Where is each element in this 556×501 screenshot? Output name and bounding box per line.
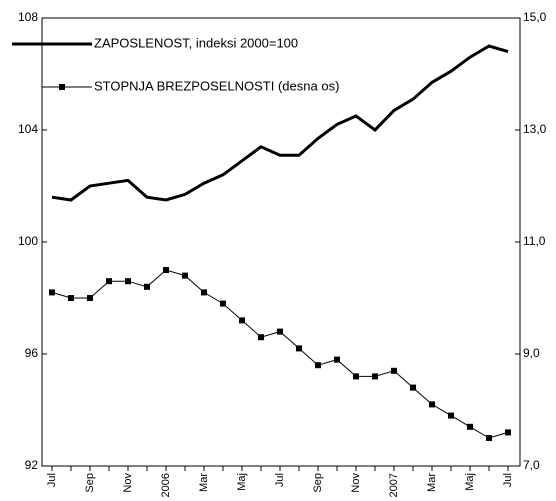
marker (49, 289, 55, 296)
x-tick-label: Jul (502, 473, 514, 487)
legend-label: STOPNJA BREZPOSELNOSTI (desna os) (94, 78, 339, 93)
marker (429, 401, 435, 408)
marker (448, 412, 454, 419)
x-tick-label: Nov (350, 473, 362, 493)
series-line (51, 44, 509, 202)
marker (68, 295, 74, 301)
marker (87, 295, 93, 301)
marker (182, 272, 188, 279)
marker (220, 300, 226, 307)
marker (315, 362, 321, 369)
marker (391, 367, 397, 374)
marker (467, 423, 473, 430)
marker (334, 356, 340, 363)
marker (372, 373, 378, 380)
marker (239, 317, 245, 324)
marker (505, 429, 511, 436)
marker (201, 289, 207, 296)
x-tick-label: Mar (198, 473, 210, 492)
x-tick-label: 2007 (388, 473, 400, 497)
x-tick-label: Maj (464, 473, 476, 491)
y-tick-label: 104 (18, 122, 38, 136)
legend-label: ZAPOSLENOST, indeksi 2000=100 (94, 35, 298, 50)
y-tick-label: 96 (25, 346, 39, 360)
marker (277, 328, 283, 335)
x-tick-label: Jul (274, 473, 286, 487)
y2-tick-label: 11,0 (523, 234, 546, 248)
y-tick-label: 108 (18, 10, 38, 24)
marker (106, 278, 112, 285)
series-line (51, 269, 509, 439)
marker (410, 384, 416, 391)
y-tick-label: 100 (18, 234, 38, 248)
x-tick-label: 2006 (160, 473, 172, 497)
y2-tick-label: 13,0 (523, 122, 547, 136)
marker (163, 267, 169, 273)
marker (258, 334, 264, 341)
marker (486, 435, 492, 441)
y2-tick-label: 7,0 (523, 458, 540, 472)
y2-tick-label: 15,0 (523, 10, 547, 24)
x-tick-label: Sep (312, 473, 324, 493)
marker (353, 373, 359, 380)
y2-tick-label: 9,0 (523, 346, 540, 360)
x-tick-label: Mar (426, 473, 438, 492)
x-tick-label: Jul (46, 473, 58, 487)
x-tick-label: Sep (84, 473, 96, 493)
marker (144, 283, 150, 290)
marker (125, 278, 131, 285)
x-tick-label: Nov (122, 473, 134, 493)
y-tick-label: 92 (25, 458, 39, 472)
legend-marker (59, 84, 65, 90)
x-tick-label: Maj (236, 473, 248, 491)
marker (296, 345, 302, 352)
